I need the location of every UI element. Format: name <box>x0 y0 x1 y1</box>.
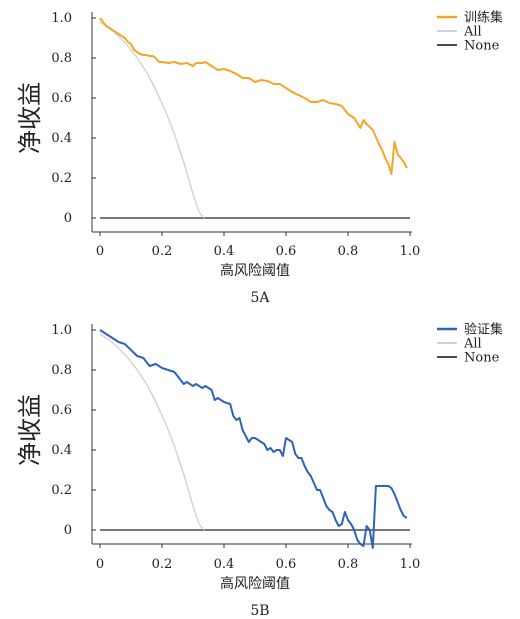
x-tick-label: 0 <box>96 244 104 259</box>
x-tick-label: 0.8 <box>338 557 359 572</box>
y-tick-label: 1.0 <box>51 323 72 338</box>
legend-label: None <box>464 351 500 366</box>
series-line-all <box>99 21 205 219</box>
y-tick-label: 0.4 <box>51 443 72 458</box>
x-tick-label: 0.6 <box>276 557 297 572</box>
x-axis-label: 高风险阈值 <box>220 262 290 279</box>
panel-5B-chart: 0 0.2 0.4 0.6 0.8 1.0 0 0.2 0.4 0.6 0.8 1.0 高风险阈值 净收益… <box>16 322 503 619</box>
series-line-model <box>99 329 408 549</box>
x-tick-label: 1.0 <box>400 244 421 259</box>
legend-label: None <box>464 39 500 54</box>
x-tick-label: 1.0 <box>400 557 421 572</box>
panel-5A-chart: 0 0.2 0.4 0.6 0.8 1.0 0 0.2 0.4 0.6 0.8 1.0 高风险阈值 净收益… <box>16 10 503 307</box>
y-tick-label: 0.4 <box>51 131 72 146</box>
x-tick-label: 0.2 <box>152 557 173 572</box>
series-line-model <box>99 17 408 175</box>
legend-label: 验证集 <box>464 322 503 338</box>
y-tick-label: 0.8 <box>51 363 72 378</box>
x-tick-label: 0.6 <box>276 244 297 259</box>
x-axis-label: 高风险阈值 <box>220 575 290 592</box>
x-tick-label: 0.2 <box>152 244 173 259</box>
x-tick-label: 0.4 <box>214 557 235 572</box>
y-tick-label: 0.6 <box>51 91 72 106</box>
legend-label: 训练集 <box>464 10 503 26</box>
series-line-all <box>99 333 205 531</box>
legend-label: All <box>463 337 482 352</box>
legend-label: All <box>463 25 482 40</box>
y-tick-label: 0.6 <box>51 403 72 418</box>
y-tick-label: 0 <box>64 211 72 226</box>
y-axis-label: 净收益 <box>16 394 44 466</box>
y-tick-label: 0.2 <box>51 483 72 498</box>
panel-label: 5B <box>250 603 269 619</box>
y-tick-label: 0.2 <box>51 171 72 186</box>
x-tick-label: 0 <box>96 557 104 572</box>
y-tick-label: 0.8 <box>51 51 72 66</box>
panel-label: 5A <box>250 290 270 306</box>
y-tick-label: 1.0 <box>51 11 72 26</box>
x-tick-label: 0.8 <box>338 244 359 259</box>
y-axis-label: 净收益 <box>16 82 44 154</box>
x-tick-label: 0.4 <box>214 244 235 259</box>
y-tick-label: 0 <box>64 523 72 538</box>
